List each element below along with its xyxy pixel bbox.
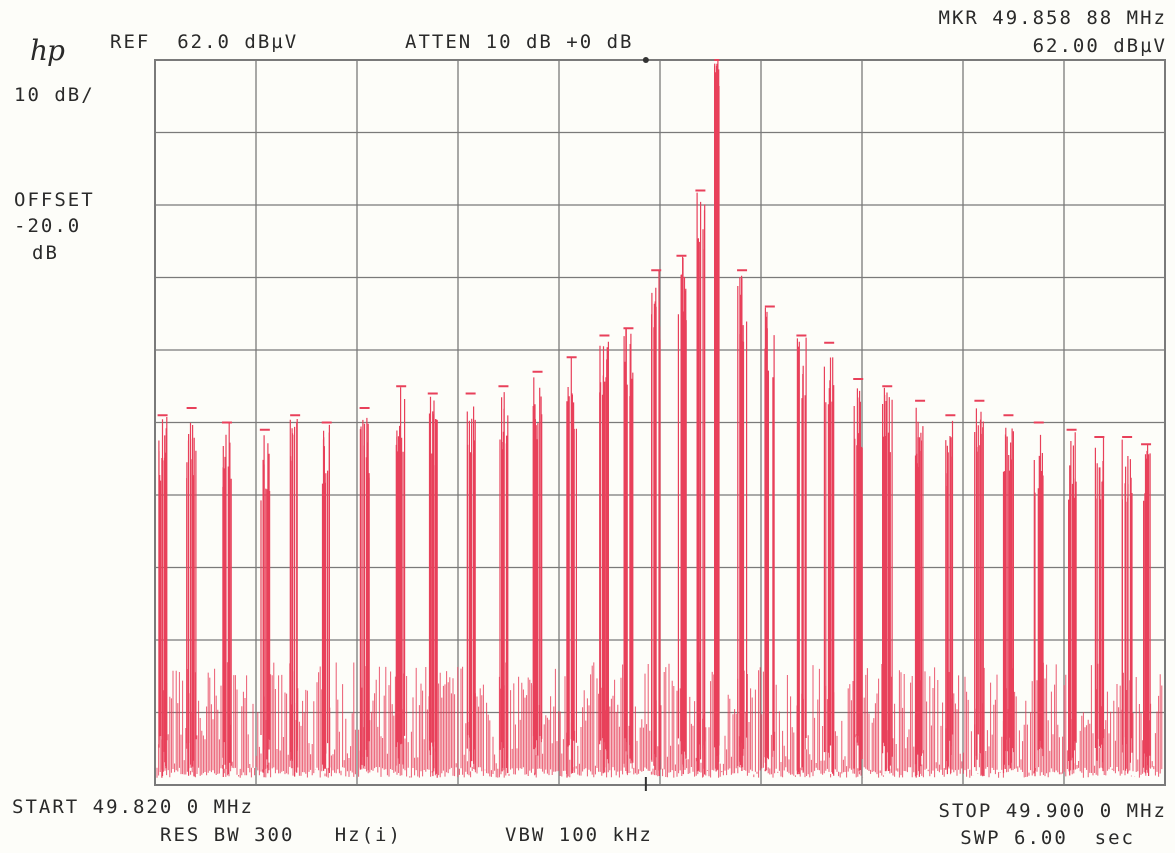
spectral-line-trace: [853, 388, 863, 772]
spectral-line: [599, 334, 610, 774]
scale-readout: 10 dB/: [14, 84, 95, 106]
spectral-line-trace: [914, 407, 924, 778]
offset-value: -20.0: [14, 215, 82, 237]
spectral-line-trace: [289, 419, 298, 777]
spectral-line-trace: [321, 424, 330, 773]
spectral-line-trace: [499, 392, 509, 773]
spectral-line-trace: [359, 417, 370, 771]
spectral-line: [157, 414, 168, 778]
ref-level-readout: REF 62.0 dBµV: [110, 31, 299, 53]
offset-label: OFFSET: [14, 189, 95, 211]
spectral-line-trace: [823, 357, 835, 776]
spectral-line-trace: [714, 60, 720, 772]
spectral-line: [882, 385, 893, 772]
spectral-line-trace: [677, 256, 687, 775]
spectral-line: [945, 414, 956, 775]
spectral-line-trace: [764, 307, 775, 772]
spectral-line: [651, 269, 662, 776]
sweep-time-readout: SWP 6.00 sec: [960, 827, 1135, 849]
spectral-line-trace: [1033, 434, 1044, 777]
marker-frequency-readout: MKR 49.858 88 MHz: [938, 7, 1167, 29]
stop-frequency-readout: STOP 49.900 0 MHz: [938, 800, 1167, 822]
spectral-line-trace: [974, 408, 984, 777]
spectral-line-trace: [1121, 439, 1133, 774]
spectral-line-trace: [623, 328, 634, 774]
spectral-line: [498, 385, 509, 773]
spectral-line-trace: [158, 417, 168, 778]
spectral-line: [395, 385, 407, 766]
spectral-line: [1002, 414, 1014, 774]
marker-dot: [642, 57, 649, 63]
spectral-line: [714, 59, 720, 772]
spectral-line-trace: [466, 406, 476, 770]
spectral-line: [465, 392, 476, 770]
spectral-line-trace: [945, 420, 954, 775]
hp-logo: hp: [30, 34, 65, 67]
spectral-line: [914, 399, 926, 778]
spectral-line-trace: [566, 357, 577, 778]
spectral-line: [1066, 428, 1077, 776]
spectral-line: [427, 392, 438, 778]
spectral-line: [676, 254, 687, 775]
spectral-line: [1121, 436, 1133, 774]
spectral-line: [1094, 436, 1105, 772]
spectral-line: [695, 189, 706, 777]
marker-level-readout: 62.00 dBµV: [1032, 35, 1167, 57]
spectral-line: [321, 421, 332, 773]
spectral-line-trace: [260, 435, 271, 778]
spectral-line-trace: [222, 422, 232, 777]
video-bandwidth-readout: VBW 100 kHz: [505, 824, 653, 846]
spectral-line: [853, 378, 864, 772]
spectral-line-trace: [696, 192, 706, 777]
spectral-line-trace: [186, 422, 197, 777]
spectral-line: [359, 407, 370, 771]
spectral-line: [532, 370, 543, 775]
spectral-line-trace: [1002, 427, 1014, 774]
spectral-line: [1033, 421, 1044, 777]
spectral-line-trace: [599, 341, 609, 774]
spectral-line-trace: [532, 377, 543, 775]
spectral-line: [259, 428, 271, 778]
spectral-line: [737, 269, 748, 771]
spectral-line: [823, 341, 835, 776]
spectral-line: [764, 305, 775, 772]
spectral-line-trace: [737, 275, 748, 771]
spectral-line: [186, 407, 197, 777]
spectral-line-trace: [1068, 432, 1077, 776]
spectral-line: [796, 334, 807, 775]
spectral-line-trace: [428, 396, 438, 778]
attenuation-readout: ATTEN 10 dB +0 dB: [405, 31, 634, 53]
spectral-line-trace: [651, 270, 661, 776]
start-frequency-readout: START 49.820 0 MHz: [12, 796, 254, 818]
spectral-line-trace: [882, 387, 893, 772]
offset-unit: dB: [32, 242, 59, 264]
spectral-line: [974, 399, 985, 777]
spectral-line-trace: [1094, 437, 1105, 772]
spectral-line: [623, 327, 634, 774]
resolution-bandwidth-readout: RES BW 300 Hz(i): [160, 824, 402, 846]
spectral-line-trace: [1143, 444, 1151, 776]
spectral-line-trace: [796, 337, 807, 775]
spectral-line: [289, 414, 301, 777]
spectral-line: [1141, 443, 1152, 776]
spectral-line-trace: [395, 387, 406, 766]
spectral-line: [221, 421, 232, 777]
spectral-line: [566, 356, 577, 778]
